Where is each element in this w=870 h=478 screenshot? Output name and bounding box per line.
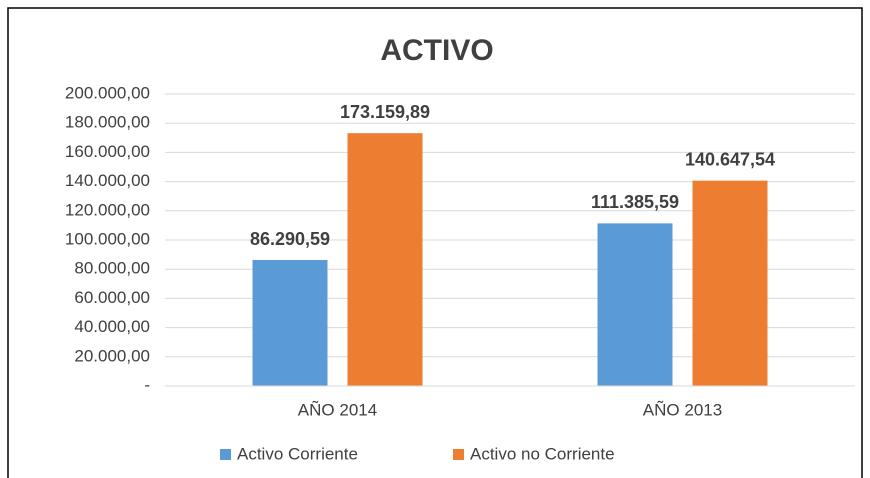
data-label: 86.290,59 xyxy=(250,229,330,249)
legend-label: Activo Corriente xyxy=(237,444,358,463)
data-label: 111.385,59 xyxy=(591,192,679,212)
y-tick-label: 80.000,00 xyxy=(74,259,150,278)
y-tick-label: 160.000,00 xyxy=(65,142,150,161)
x-tick-label: AÑO 2014 xyxy=(298,400,377,419)
data-label: 140.647,54 xyxy=(685,149,775,169)
y-tick-label: - xyxy=(144,375,150,394)
y-tick-label: 40.000,00 xyxy=(74,317,150,336)
y-tick-label: 100.000,00 xyxy=(65,229,150,248)
bar xyxy=(692,180,768,386)
data-label: 173.159,89 xyxy=(340,102,430,122)
y-tick-label: 180.000,00 xyxy=(65,113,150,132)
y-tick-label: 20.000,00 xyxy=(74,346,150,365)
bar xyxy=(597,223,673,386)
y-tick-label: 200.000,00 xyxy=(65,83,150,102)
y-tick-label: 140.000,00 xyxy=(65,171,150,190)
legend-swatch xyxy=(453,449,464,460)
legend-label: Activo no Corriente xyxy=(470,444,615,463)
y-tick-label: 120.000,00 xyxy=(65,200,150,219)
bar xyxy=(252,260,328,386)
legend-swatch xyxy=(220,449,231,460)
y-tick-label: 60.000,00 xyxy=(74,288,150,307)
bar xyxy=(347,133,423,386)
chart-title: ACTIVO xyxy=(380,34,493,67)
x-tick-label: AÑO 2013 xyxy=(643,400,722,419)
